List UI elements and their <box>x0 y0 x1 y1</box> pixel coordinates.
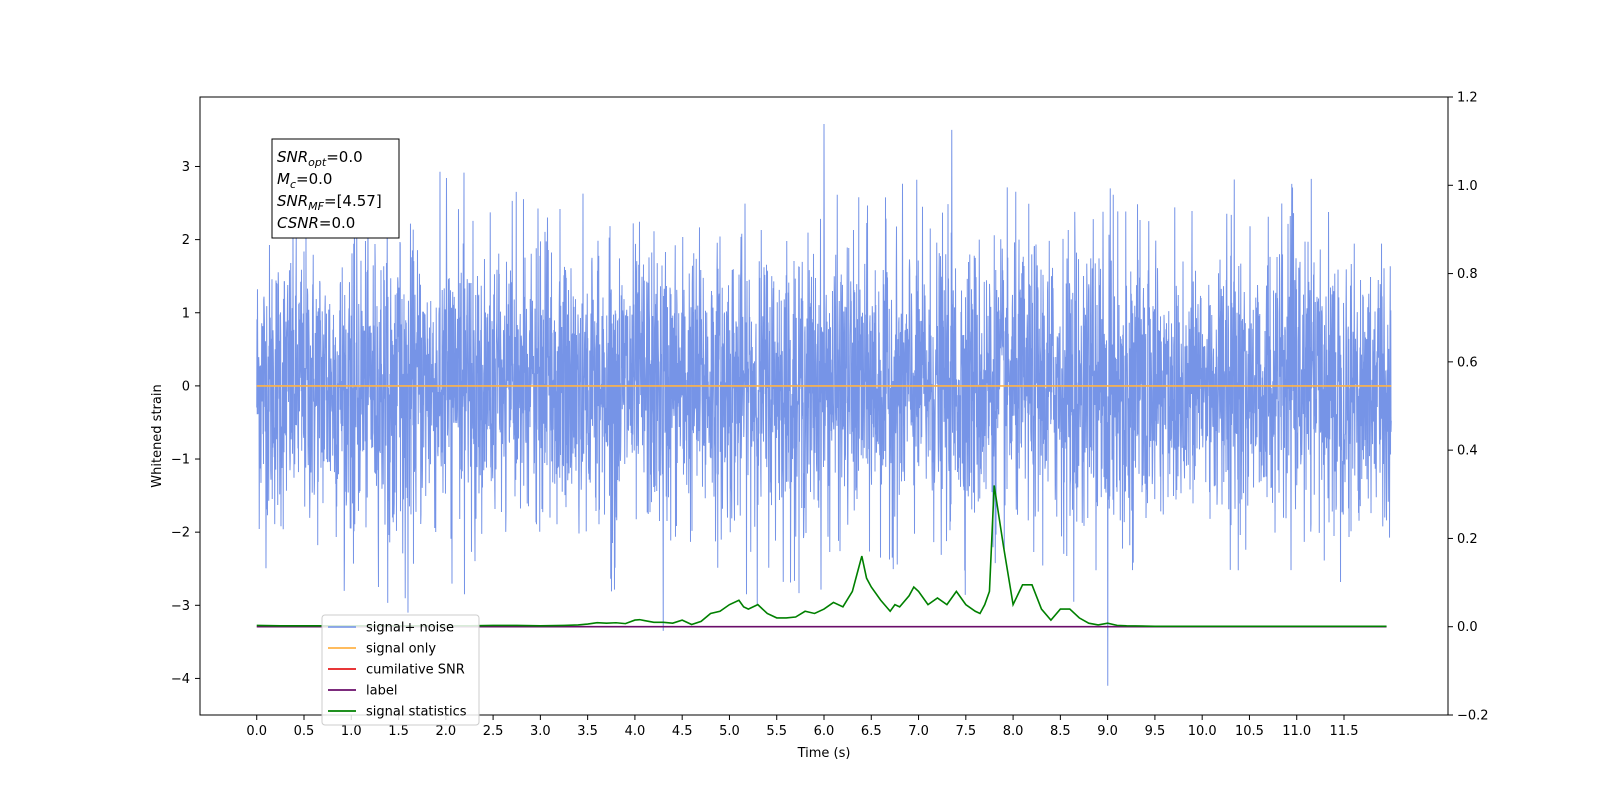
x-tick-label: 10.0 <box>1188 724 1217 739</box>
legend-frame <box>321 614 480 726</box>
y-right-tick-label: 0.2 <box>1457 532 1478 547</box>
x-tick-label: 1.0 <box>341 724 362 739</box>
x-tick-label: 8.5 <box>1050 724 1071 739</box>
y-left-tick-label: 0 <box>182 379 190 394</box>
y-right-tick-label: −0.2 <box>1457 709 1489 724</box>
x-tick-label: 8.0 <box>1003 724 1024 739</box>
x-tick-label: 11.0 <box>1282 724 1311 739</box>
y-left-tick-label: −3 <box>171 599 190 614</box>
x-tick-label: 5.5 <box>766 724 787 739</box>
legend-entry: signal statistics <box>366 705 467 720</box>
annotation-line: SNRopt=0.0 <box>277 148 363 169</box>
y-axis-right: 1.2 1.0 0.8 0.6 0.4 0.2 0.0 −0.2 <box>1448 91 1489 724</box>
y-right-tick-label: 0.4 <box>1457 444 1478 459</box>
legend-entry: signal only <box>366 642 436 657</box>
x-tick-label: 9.0 <box>1097 724 1118 739</box>
plot-area <box>256 124 1392 686</box>
x-tick-label: 11.5 <box>1330 724 1359 739</box>
annotation-line: SNRMF=[4.57] <box>277 192 382 213</box>
x-tick-label: 1.5 <box>388 724 409 739</box>
x-tick-label: 6.5 <box>861 724 882 739</box>
y-right-tick-label: 0.0 <box>1457 620 1478 635</box>
legend-entry: signal+ noise <box>366 621 454 636</box>
y-right-tick-label: 1.0 <box>1457 179 1478 194</box>
x-tick-label: 9.5 <box>1145 724 1166 739</box>
annotation-line: CSNR=0.0 <box>277 214 355 232</box>
y-axis-left: 3 2 1 0 −1 −2 −3 −4 <box>171 160 200 687</box>
y-left-tick-label: 2 <box>182 233 190 248</box>
x-tick-label: 4.5 <box>672 724 693 739</box>
x-tick-label: 2.5 <box>483 724 504 739</box>
x-tick-label: 0.5 <box>294 724 315 739</box>
y-right-tick-label: 0.8 <box>1457 267 1478 282</box>
x-axis: 0.0 0.5 1.0 1.5 2.0 2.5 3.0 3.5 4.0 4.5 5.0 5.5 6.0 6… <box>246 715 1358 739</box>
y-left-tick-label: 1 <box>182 306 190 321</box>
x-axis-label: Time (s) <box>797 746 851 761</box>
x-tick-label: 7.5 <box>955 724 976 739</box>
x-tick-label: 3.0 <box>530 724 551 739</box>
x-tick-label: 7.0 <box>908 724 929 739</box>
legend: signal+ noise signal only cumilative SNR la… <box>321 614 480 726</box>
legend-entry: label <box>366 684 397 699</box>
y-left-tick-label: 3 <box>182 160 190 175</box>
annotation-line: Mc=0.0 <box>277 170 332 191</box>
y-axis-label: Whitened strain <box>150 384 165 487</box>
y-left-tick-label: −1 <box>171 453 190 468</box>
y-right-tick-label: 1.2 <box>1457 91 1478 106</box>
y-left-tick-label: −4 <box>171 672 190 687</box>
annotation-box-frame <box>271 138 400 239</box>
series-line-0 <box>256 124 1392 686</box>
x-tick-label: 5.0 <box>719 724 740 739</box>
y-left-tick-label: −2 <box>171 526 190 541</box>
y-right-tick-label: 0.6 <box>1457 355 1478 370</box>
x-tick-label: 10.5 <box>1235 724 1264 739</box>
x-tick-label: 4.0 <box>625 724 646 739</box>
x-tick-label: 3.5 <box>577 724 598 739</box>
x-tick-label: 0.0 <box>246 724 267 739</box>
x-tick-label: 2.0 <box>435 724 456 739</box>
x-tick-label: 6.0 <box>814 724 835 739</box>
legend-entry: cumilative SNR <box>366 663 465 678</box>
series-line-4 <box>256 485 1387 628</box>
